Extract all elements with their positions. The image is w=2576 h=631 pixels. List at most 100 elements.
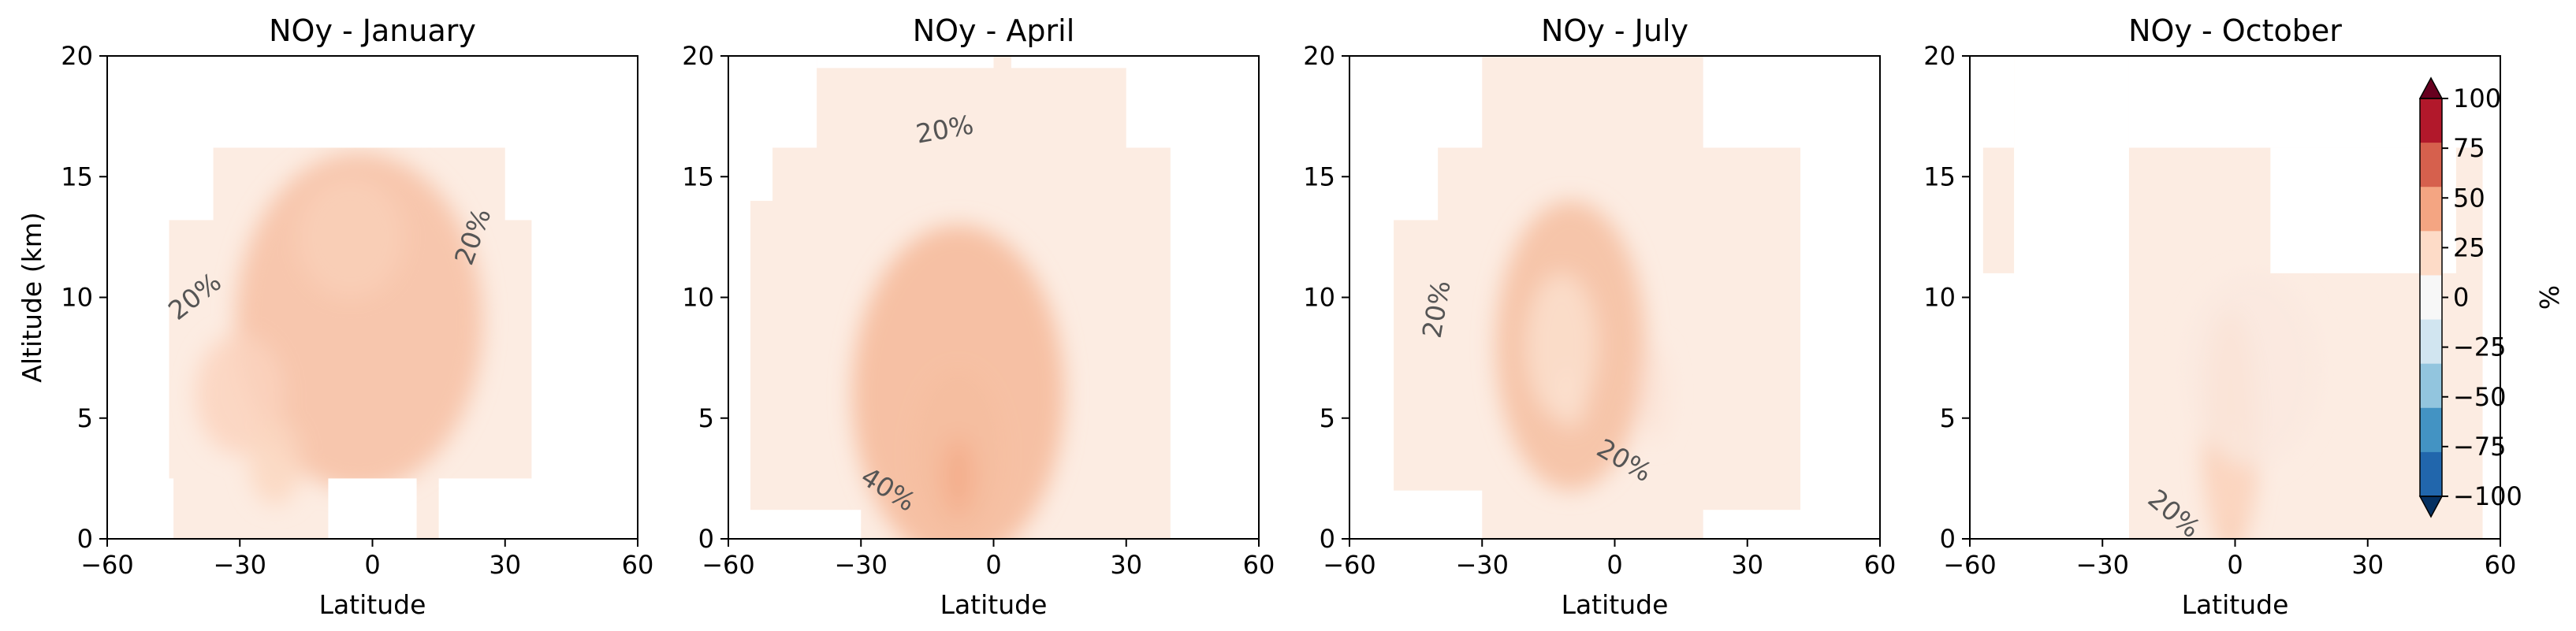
x-tick-label: 60: [1864, 550, 1897, 580]
y-axis-label: Altitude (km): [17, 212, 47, 382]
x-tick-label: −60: [702, 550, 755, 580]
no-data-region: [107, 478, 174, 539]
x-tick-label: 30: [2351, 550, 2384, 580]
y-tick-label: 5: [77, 403, 93, 433]
y-tick-label: 20: [1923, 41, 1956, 71]
x-tick-label: −60: [80, 550, 134, 580]
y-tick-label: 15: [1923, 161, 1956, 191]
y-tick-label: 20: [1303, 41, 1335, 71]
y-tick-label: 0: [77, 524, 93, 554]
colorbar-tick-label: 50: [2453, 183, 2485, 213]
x-tick-label: −60: [1323, 550, 1376, 580]
anomaly-field: [1970, 56, 2500, 539]
x-tick-label: 60: [2485, 550, 2517, 580]
y-tick-label: 5: [1940, 403, 1956, 433]
y-tick-label: 5: [1320, 403, 1335, 433]
no-data-region: [1349, 56, 1439, 221]
x-tick-label: 0: [1606, 550, 1622, 580]
x-axis-label: Latitude: [2182, 589, 2289, 620]
y-tick-label: 0: [1940, 524, 1956, 554]
x-axis-label: Latitude: [1562, 589, 1669, 620]
anomaly-blob: [943, 437, 974, 515]
colorbar-tick-label: −50: [2453, 382, 2507, 412]
y-tick-label: 15: [61, 161, 93, 191]
colorbar-segment: [2420, 319, 2442, 365]
no-data-region: [1970, 56, 2015, 148]
panel-title: NOy - April: [913, 13, 1075, 48]
colorbar-tick-label: 75: [2453, 133, 2485, 163]
colorbar-segment: [2420, 98, 2442, 143]
colorbar-tick-label: 0: [2453, 283, 2469, 313]
no-data-region: [817, 56, 994, 69]
x-tick-label: 0: [2227, 550, 2243, 580]
x-tick-label: 0: [364, 550, 380, 580]
no-data-region: [1349, 490, 1483, 539]
y-tick-label: 20: [61, 41, 93, 71]
x-tick-label: 0: [985, 550, 1001, 580]
anomaly-field: [107, 56, 638, 539]
colorbar-segment: [2420, 275, 2442, 321]
colorbar-label: %: [2534, 285, 2565, 310]
colorbar: 100 75 50 25 0 −25 −50 −75 −100%: [2418, 76, 2565, 518]
no-data-region: [2014, 56, 2129, 539]
no-data-region: [504, 56, 638, 221]
no-data-region: [107, 56, 214, 221]
colorbar-tick-label: −100: [2453, 481, 2522, 511]
y-tick-label: 0: [1320, 524, 1335, 554]
no-data-region: [728, 510, 862, 539]
panel-title: NOy - July: [1541, 13, 1688, 48]
x-tick-label: −30: [213, 550, 266, 580]
y-tick-label: 15: [682, 161, 714, 191]
anomaly-blob: [1554, 369, 1587, 429]
x-tick-label: 30: [1731, 550, 1763, 580]
colorbar-segment: [2420, 451, 2442, 497]
y-tick-label: 5: [698, 403, 714, 433]
y-tick-label: 0: [698, 524, 714, 554]
colorbar-tick-label: −75: [2453, 432, 2507, 462]
x-tick-label: 60: [622, 550, 654, 580]
no-data-region: [1126, 56, 1259, 148]
x-tick-label: −30: [2075, 550, 2129, 580]
anomaly-blob: [235, 152, 483, 491]
colorbar-tick-label: 100: [2453, 84, 2501, 113]
colorbar-tick-label: 25: [2453, 232, 2485, 262]
x-tick-label: −30: [1455, 550, 1509, 580]
anomaly-blob: [248, 418, 302, 506]
anomaly-blob: [2186, 273, 2320, 467]
y-tick-label: 10: [682, 283, 714, 313]
x-axis-label: Latitude: [319, 589, 426, 620]
x-tick-label: 60: [1243, 550, 1275, 580]
y-tick-label: 10: [1923, 283, 1956, 313]
no-data-region: [438, 478, 638, 539]
panel-title: NOy - January: [269, 13, 476, 48]
panel-title: NOy - October: [2128, 13, 2342, 48]
no-data-region: [2128, 56, 2500, 148]
anomaly-blob: [297, 176, 404, 298]
x-tick-label: 30: [489, 550, 521, 580]
colorbar-segment: [2420, 407, 2442, 453]
x-tick-label: −30: [834, 550, 888, 580]
colorbar-segment: [2420, 363, 2442, 409]
x-tick-label: −60: [1943, 550, 1997, 580]
anomaly-blob: [1641, 345, 1668, 443]
anomaly-field: [728, 56, 1259, 539]
y-tick-label: 10: [61, 283, 93, 313]
y-tick-label: 20: [682, 41, 714, 71]
x-tick-label: 30: [1110, 550, 1142, 580]
colorbar-segment: [2420, 187, 2442, 232]
colorbar-tick-label: −25: [2453, 332, 2507, 362]
x-axis-label: Latitude: [940, 589, 1048, 620]
no-data-region: [2482, 56, 2500, 539]
no-data-region: [1703, 510, 1880, 539]
colorbar-segment: [2420, 231, 2442, 276]
colorbar-segment: [2420, 143, 2442, 187]
y-tick-label: 10: [1303, 283, 1335, 313]
anomaly-field: [1349, 56, 1880, 539]
y-tick-label: 15: [1303, 161, 1335, 191]
